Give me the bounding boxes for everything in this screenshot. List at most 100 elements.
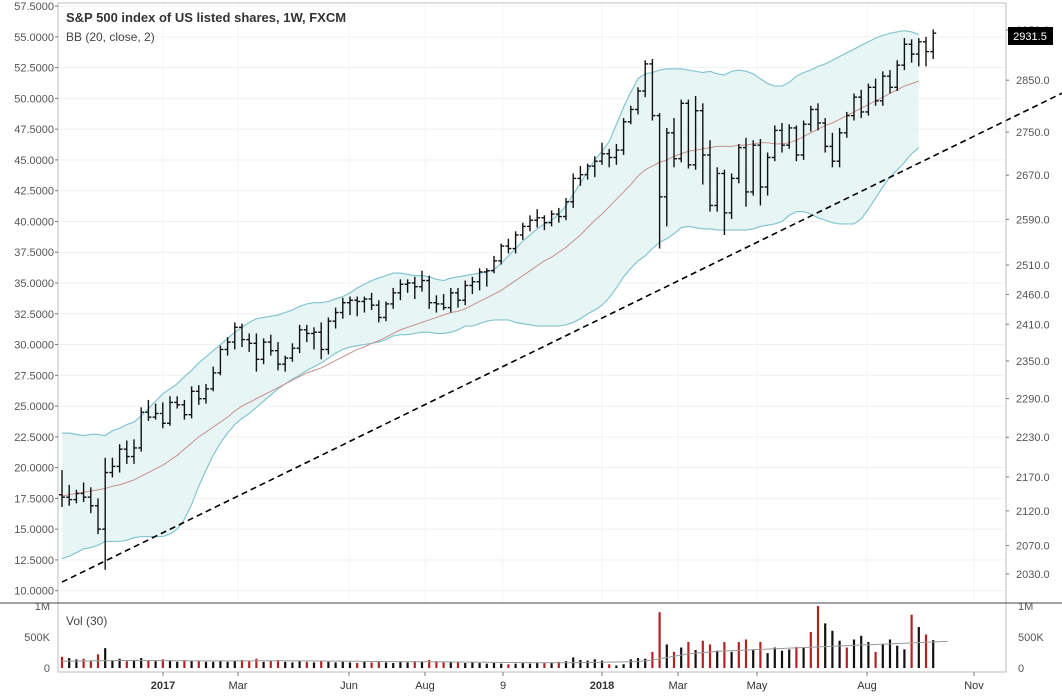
left-axis-label: 45.0000 [14,155,54,167]
price-bar [908,39,915,63]
price-bar [541,215,548,231]
price-bar [786,124,793,149]
price-bar [707,140,713,212]
price-bar [735,143,742,184]
x-axis-label: Mar [669,680,688,692]
price-bar [145,399,152,421]
x-axis-label: May [747,680,768,692]
left-axis-label: 27.5000 [14,370,54,382]
left-axis-label: 17.5000 [14,493,54,505]
right-price-axis: 2030.0 2070.0 2120.0 2170.0 2230.0 2290.0 2350… [1006,25,1050,581]
price-bar [678,99,685,163]
right-axis-label: 2460.0 [1016,289,1050,301]
price-bar [440,294,447,311]
price-bar [116,444,123,473]
volume-bars [60,606,935,668]
volume-axis-right: 0 500K 1M [1018,601,1044,675]
price-bar [95,498,101,535]
bollinger-band-fill [62,30,919,559]
bollinger-upper-band [62,30,919,437]
price-bar [332,307,339,329]
x-axis-label: Aug [857,680,877,692]
right-axis-label: 2590.0 [1016,214,1050,226]
price-bar [642,60,649,98]
price-bar [649,59,656,121]
right-axis-label: 2750.0 [1016,127,1050,139]
left-axis-label: 55.0000 [14,32,54,44]
price-bar [620,118,627,155]
price-bar [663,127,670,227]
right-axis-label: 2230.0 [1016,432,1050,444]
price-bar [282,355,289,372]
price-bar [246,333,253,352]
price-bar [822,118,829,153]
price-bar [159,402,166,429]
price-bar [692,95,699,170]
bollinger-lower-band [61,147,920,560]
price-bar [527,215,533,232]
volume-moving-average [62,640,948,664]
price-bar [383,301,389,322]
price-bar [613,143,620,165]
price-bar [591,156,598,178]
price-bar [671,118,677,168]
price-bar [606,148,613,168]
right-axis-label: 2290.0 [1016,394,1050,406]
x-axis-label: 2018 [590,680,614,692]
left-axis-label: 50.0000 [14,93,54,105]
left-axis-label: 32.5000 [14,309,54,321]
x-axis-label: Nov [964,680,984,692]
price-bar [80,482,87,503]
price-bar [858,89,865,119]
x-axis-label: Mar [229,680,248,692]
left-price-axis: 10.0000 12.5000 15.0000 17.5000 20.0000 22.50… [14,1,58,598]
price-bar [462,280,469,306]
left-axis-label: 47.5000 [14,124,54,136]
price-bar [375,300,382,323]
price-bar [66,484,73,506]
price-bar [728,173,735,219]
volume-axis-label: 1M [1018,601,1033,613]
price-bar [368,292,375,311]
price-bar [397,279,404,301]
price-bar [512,231,519,254]
left-axis-label: 10.0000 [14,586,54,598]
price-bar [426,275,433,309]
left-axis-label: 20.0000 [14,463,54,475]
price-bar [311,327,317,350]
price-bar [195,385,202,405]
price-bar [534,209,541,228]
x-axis-label: Aug [415,680,435,692]
price-bar [131,439,137,464]
price-bar [167,396,173,426]
price-bar [224,337,231,356]
right-axis-label: 2350.0 [1016,356,1050,368]
right-axis-label: 2510.0 [1016,260,1050,272]
price-bar [800,120,807,160]
left-axis-label: 42.5000 [14,186,54,198]
right-axis-label: 2120.0 [1016,506,1050,518]
price-bar [404,279,411,293]
right-axis-label: 2070.0 [1016,541,1050,553]
price-bar [217,345,224,376]
price-bar [138,407,145,452]
price-bar [152,403,159,420]
price-bar [887,70,893,94]
price-bar [757,139,764,206]
left-axis-label: 30.0000 [14,340,54,352]
price-bar [577,166,584,186]
price-bar [361,296,368,313]
left-axis-label: 22.5000 [14,432,54,444]
right-axis-label: 2030.0 [1016,569,1050,581]
price-bar [318,322,325,360]
x-axis-label: 2017 [151,680,175,692]
price-bar [656,113,663,249]
left-axis-label: 37.5000 [14,247,54,259]
left-axis-label: 40.0000 [14,216,54,228]
price-bar [433,295,440,313]
x-axis-label: Jun [340,680,358,692]
price-bar [714,167,721,212]
price-bar [102,457,109,570]
price-bar [851,93,857,121]
price-bar [203,383,209,404]
